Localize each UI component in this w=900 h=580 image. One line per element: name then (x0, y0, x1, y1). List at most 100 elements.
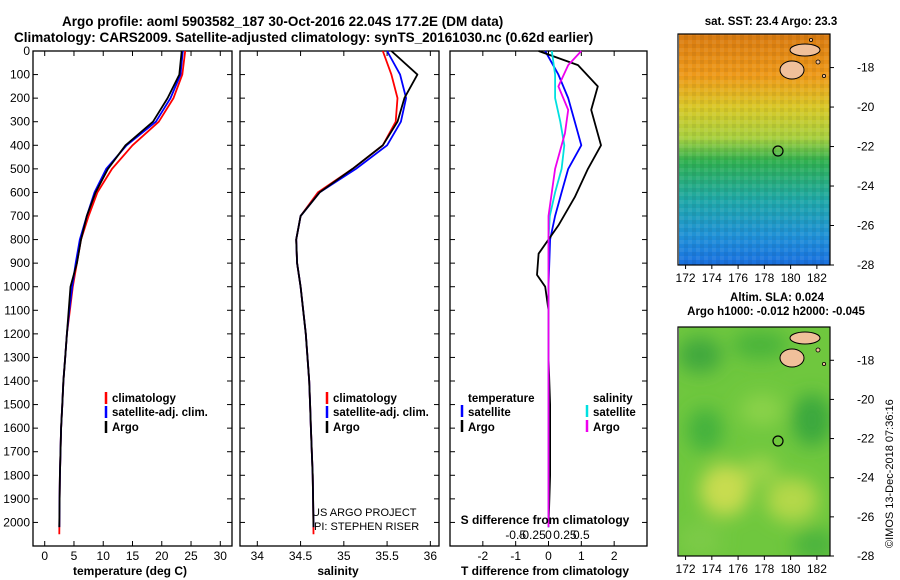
legend-s-satellite-label: satellite (593, 407, 636, 419)
depth-tick-label: 900 (10, 256, 30, 270)
x-tick-label: 0 (41, 549, 48, 563)
sla-map-panel: Altim. SLA: 0.024 Argo h1000: -0.012 h20… (676, 292, 875, 576)
x-tick-label: 2 (611, 549, 618, 563)
temperature-x-axis: 0 5 10 15 20 25 30 (41, 51, 227, 563)
salinity-panel: 34 34.5 35 35.5 36 climatology satellite-adj… (239, 50, 440, 578)
lon-tick-label: 172 (676, 562, 696, 576)
lat-tick-label: -24 (857, 471, 875, 485)
profile-location-marker (772, 145, 784, 157)
depth-tick-label: 1400 (3, 374, 30, 388)
depth-tick-label: 100 (10, 68, 30, 82)
depth-tick-label: 1500 (3, 398, 30, 412)
sla-map-frame (677, 326, 831, 557)
sst-map-frame (677, 33, 831, 266)
legend-argo-label: Argo (333, 422, 360, 434)
temperature-legend: climatology satellite-adj. clim. Argo (104, 392, 208, 434)
sst-map-panel: sat. SST: 23.4 Argo: 23.3 172 174 176 178 18… (676, 16, 875, 285)
sst-map-lat-axis: -18 -20 -22 -24 -26 -28 (830, 61, 875, 272)
depth-axis: 0 100 200 300 400 500 600 700 800 900 1000 1100 1200… (3, 44, 232, 529)
legend-t-argo-label: Argo (468, 422, 495, 434)
salinity-difference-ticks: -0.5-0.25 0 0.250.5 (505, 528, 590, 542)
depth-tick-label: 1900 (3, 492, 30, 506)
depth-tick-label: 700 (10, 209, 30, 223)
pi-credit: PI: STEPHEN RISER (314, 521, 419, 533)
sla-field-texture (679, 331, 830, 556)
salinity-x-label: salinity (317, 564, 359, 578)
sst-map-lon-axis: 172 174 176 178 180 182 (676, 265, 827, 285)
depth-tick-label: 1200 (3, 327, 30, 341)
lon-tick-label: 172 (676, 271, 696, 285)
x-tick-label: 15 (126, 549, 140, 563)
x-tick-label: 25 (184, 549, 198, 563)
salinity-series (295, 50, 419, 535)
x-tick-label: 34 (251, 549, 265, 563)
difference-series (536, 50, 602, 528)
lon-tick-label: 174 (702, 562, 722, 576)
x-tick-label: 34.5 (289, 549, 313, 563)
x-tick-label: -1 (510, 549, 521, 563)
x-tick-label: 1 (578, 549, 585, 563)
lon-tick-label: 180 (781, 271, 801, 285)
s-tick-label: 0.25 (553, 528, 577, 542)
lat-tick-label: -26 (857, 219, 875, 233)
title-line-1: Argo profile: aoml 5903582_187 30-Oct-20… (62, 14, 503, 29)
lat-tick-label: -18 (857, 353, 875, 367)
sst-map-title: sat. SST: 23.4 Argo: 23.3 (705, 16, 838, 28)
legend-satellite-label: satellite-adj. clim. (112, 407, 208, 419)
lat-tick-label: -22 (857, 432, 875, 446)
lat-tick-label: -18 (857, 61, 875, 75)
lon-tick-label: 176 (728, 271, 748, 285)
project-credit: US ARGO PROJECT (312, 507, 417, 519)
difference-depth-ticks (450, 50, 647, 523)
lat-tick-label: -20 (857, 392, 875, 406)
lat-tick-label: -28 (857, 549, 875, 563)
sla-map-lon-axis: 172 174 176 178 180 182 (676, 556, 827, 576)
fiji-islands (779, 331, 827, 368)
legend-climatology-label: climatology (112, 393, 177, 405)
series-t-satellite (544, 50, 583, 528)
title-line-2: Climatology: CARS2009. Satellite-adjuste… (14, 30, 593, 45)
x-tick-label: 35.5 (375, 549, 399, 563)
x-tick-label: 20 (155, 549, 169, 563)
lon-tick-label: 174 (702, 271, 722, 285)
depth-tick-label: 1000 (3, 280, 30, 294)
x-tick-label: 36 (424, 549, 438, 563)
lon-tick-label: 180 (781, 562, 801, 576)
temperature-axes-frame (32, 50, 233, 547)
legend-argo-label: Argo (112, 422, 139, 434)
s-tick-label: -0.25 (518, 528, 546, 542)
lat-tick-label: -22 (857, 140, 875, 154)
lon-tick-label: 182 (807, 271, 827, 285)
legend-satellite-label: satellite-adj. clim. (333, 407, 429, 419)
difference-legend: temperature satellite Argo salinity sate… (460, 393, 636, 434)
depth-tick-label: 200 (10, 91, 30, 105)
x-tick-label: 30 (214, 549, 228, 563)
depth-tick-label: 300 (10, 115, 30, 129)
depth-tick-label: 1600 (3, 421, 30, 435)
fiji-islands (779, 38, 827, 80)
temperature-panel: 0100200300400500600700800900100011001200… (3, 44, 233, 578)
salinity-legend: climatology satellite-adj. clim. Argo (325, 392, 429, 434)
depth-tick-label: 0 (23, 44, 30, 58)
lat-tick-label: -28 (857, 258, 875, 272)
sla-map-title-2: Argo h1000: -0.012 h2000: -0.045 (687, 306, 865, 318)
depth-tick-label: 1700 (3, 445, 30, 459)
depth-tick-label: 1100 (4, 303, 30, 317)
profile-location-marker (772, 435, 784, 447)
x-tick-label: 5 (71, 549, 78, 563)
lat-tick-label: -26 (857, 510, 875, 524)
lon-tick-label: 176 (728, 562, 748, 576)
depth-tick-label: 500 (10, 162, 30, 176)
temperature-x-label: temperature (deg C) (73, 564, 187, 578)
depth-tick-label: 1800 (3, 468, 30, 482)
series-argo (295, 50, 419, 528)
lon-tick-label: 178 (754, 271, 774, 285)
t-difference-label: T difference from climatology (461, 564, 629, 578)
lat-tick-label: -24 (857, 179, 875, 193)
x-tick-label: 0 (545, 549, 552, 563)
legend-climatology-label: climatology (333, 393, 398, 405)
series-argo (58, 50, 183, 528)
series-s-argo (547, 50, 582, 528)
salinity-axes-frame (239, 50, 440, 547)
